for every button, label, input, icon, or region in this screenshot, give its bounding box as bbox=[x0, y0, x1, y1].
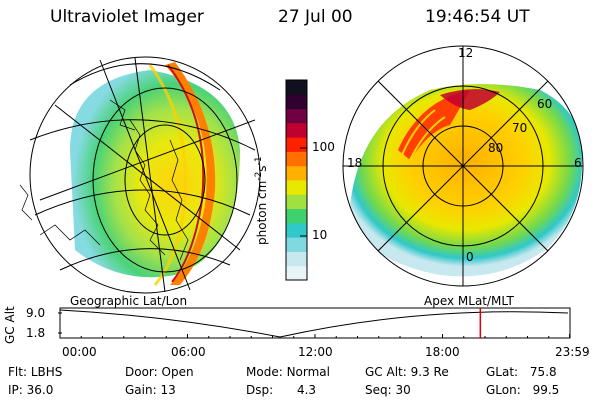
colorbar-tick-10: 10 bbox=[312, 228, 328, 242]
colorbar-segment bbox=[286, 180, 307, 195]
colorbar-segment bbox=[286, 265, 307, 281]
polar-plot bbox=[342, 45, 584, 287]
strip-y-tick-low: 1.8 bbox=[26, 326, 46, 340]
colorbar-segment bbox=[286, 137, 307, 152]
info-flt: Flt: LBHS bbox=[8, 365, 63, 379]
globe-image bbox=[19, 56, 261, 294]
strip-x-tick-1200: 12:00 bbox=[298, 345, 333, 359]
strip-x-tick-0600: 06:00 bbox=[171, 345, 206, 359]
colorbar-segment bbox=[286, 251, 307, 267]
strip-x-tick-2359: 23:59 bbox=[555, 345, 590, 359]
colorbar-segment bbox=[286, 94, 307, 110]
colorbar-segment bbox=[286, 222, 307, 238]
colorbar-label: photon cm-2s-1 bbox=[254, 156, 269, 245]
time-label: 19:46:54 UT bbox=[425, 7, 530, 27]
strip-y-tick-high: 9.0 bbox=[26, 306, 46, 320]
altitude-strip-chart bbox=[58, 307, 571, 339]
info-ip: IP: 36.0 bbox=[8, 383, 54, 397]
colorbar-segment bbox=[286, 80, 307, 95]
info-gain: Gain: 13 bbox=[125, 383, 176, 397]
colorbar bbox=[285, 79, 308, 281]
lat-label-80: 80 bbox=[488, 141, 504, 155]
colorbar-segment bbox=[286, 165, 307, 181]
strip-y-axis-label: GC Alt bbox=[3, 306, 17, 344]
info-seq: Seq: 30 bbox=[365, 383, 411, 397]
apex-caption: Apex MLat/MLT bbox=[424, 294, 514, 308]
geographic-caption: Geographic Lat/Lon bbox=[70, 294, 188, 308]
colorbar-tick-100: 100 bbox=[312, 140, 335, 154]
strip-x-tick-1800: 18:00 bbox=[425, 345, 460, 359]
mlt-label-0: 0 bbox=[466, 250, 474, 264]
strip-x-tick-0000: 00:00 bbox=[62, 345, 97, 359]
mlt-label-6: 6 bbox=[574, 156, 582, 170]
colorbar-segment bbox=[286, 237, 307, 252]
info-mode: Mode: Normal bbox=[246, 365, 330, 379]
colorbar-segment bbox=[286, 151, 307, 167]
colorbar-segment bbox=[286, 122, 307, 138]
colorbar-segment bbox=[286, 194, 307, 210]
info-gc-alt: GC Alt: 9.3 Re bbox=[365, 365, 449, 379]
lat-label-60: 60 bbox=[537, 97, 553, 111]
info-dsp: Dsp: 4.3 bbox=[246, 383, 317, 397]
info-door: Door: Open bbox=[125, 365, 194, 379]
mlt-label-12: 12 bbox=[458, 46, 474, 60]
info-glat: GLat: 75.8 bbox=[486, 365, 557, 379]
lat-label-70: 70 bbox=[512, 121, 528, 135]
instrument-title: Ultraviolet Imager bbox=[50, 7, 204, 27]
mlt-label-18: 18 bbox=[347, 156, 363, 170]
colorbar-segment bbox=[286, 208, 307, 224]
info-glon: GLon: 99.5 bbox=[486, 383, 560, 397]
date-label: 27 Jul 00 bbox=[278, 7, 353, 27]
colorbar-segment bbox=[286, 108, 307, 124]
